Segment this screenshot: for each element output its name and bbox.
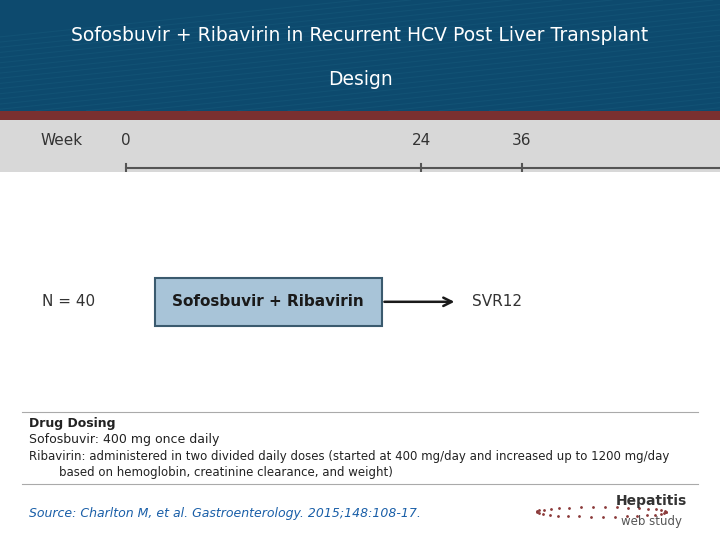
Text: web study: web study <box>621 515 682 528</box>
Text: Sofosbuvir + Ribavirin: Sofosbuvir + Ribavirin <box>172 294 364 309</box>
Text: 0: 0 <box>121 133 131 148</box>
Text: N = 40: N = 40 <box>42 294 95 309</box>
Text: Sofosbuvir: 400 mg once daily: Sofosbuvir: 400 mg once daily <box>29 434 219 447</box>
Text: Sofosbuvir + Ribavirin in Recurrent HCV Post Liver Transplant: Sofosbuvir + Ribavirin in Recurrent HCV … <box>71 26 649 45</box>
Text: 36: 36 <box>512 133 532 148</box>
Text: Design: Design <box>328 70 392 89</box>
Text: 24: 24 <box>412 133 431 148</box>
Bar <box>155 278 382 326</box>
Text: Source: Charlton M, et al. Gastroenterology. 2015;148:108-17.: Source: Charlton M, et al. Gastroenterol… <box>29 507 420 519</box>
Text: Ribavirin: administered in two divided daily doses (started at 400 mg/day and in: Ribavirin: administered in two divided d… <box>29 450 669 463</box>
Text: Hepatitis: Hepatitis <box>616 494 687 508</box>
Text: SVR12: SVR12 <box>472 294 521 309</box>
Text: Week: Week <box>40 133 82 148</box>
Text: based on hemoglobin, creatinine clearance, and weight): based on hemoglobin, creatinine clearanc… <box>29 466 392 479</box>
Text: Drug Dosing: Drug Dosing <box>29 417 115 430</box>
